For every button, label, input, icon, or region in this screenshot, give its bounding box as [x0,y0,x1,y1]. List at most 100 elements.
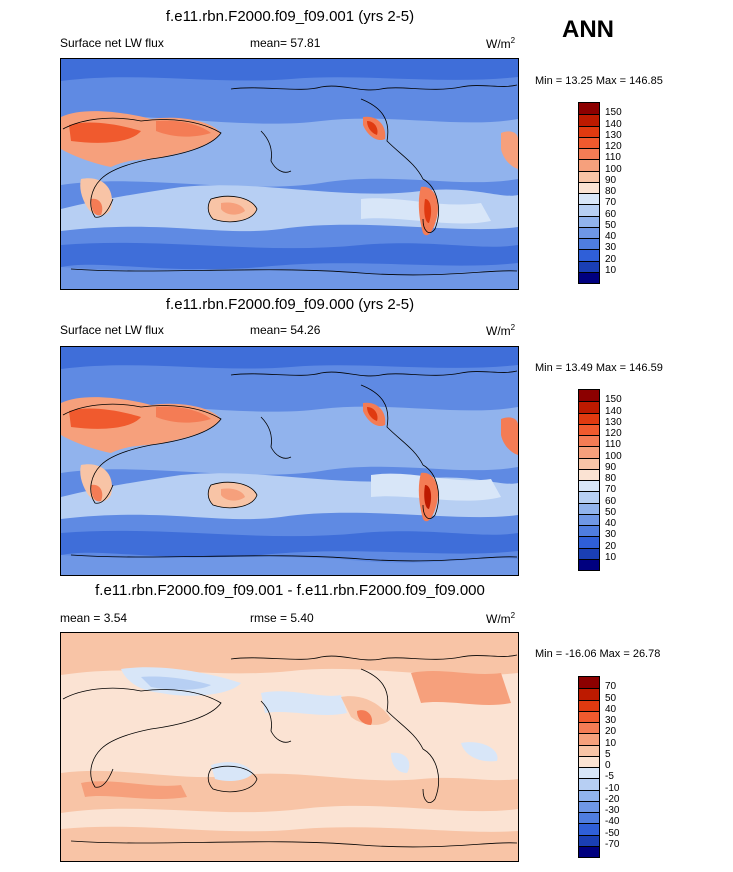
colorbar-tick-label: -10 [605,782,620,794]
colorbar-swatch [579,800,599,812]
colorbar-tick-label: 10 [605,551,617,563]
colorbar-tick-label: 40 [605,231,617,242]
colorbar-tick-label: 110 [605,152,621,164]
panel-2-colorbar-labels: 150 140 130 120 110 100 90 80 70 60 50 40 30 20 10 [605,389,645,569]
colorbar-swatch [579,722,599,734]
colorbar-tick-label: 60 [605,208,617,220]
colorbar-swatch [579,271,599,283]
colorbar-tick-label: 140 [605,405,622,417]
colorbar-swatch [579,170,599,182]
colorbar-swatch [579,457,599,469]
colorbar-tick-label: 90 [605,461,617,473]
colorbar-swatch [579,136,599,148]
panel-1-units: W/m2 [486,36,516,51]
colorbar-swatch [579,812,599,824]
colorbar-swatch [579,744,599,756]
colorbar-swatch [579,733,599,745]
colorbar-swatch [579,114,599,126]
colorbar-swatch [579,412,599,424]
colorbar-swatch [579,536,599,548]
colorbar-tick-label: 80 [605,473,617,484]
colorbar-tick-label: -20 [605,793,620,805]
colorbar-tick-label: 140 [605,118,622,130]
colorbar-swatch [579,677,599,689]
panel-3-mean-label: mean = 3.54 [60,611,128,625]
colorbar-swatch [579,159,599,171]
colorbar-tick-label: 70 [605,197,617,209]
panel-1-variable-label: Surface net LW flux [60,36,164,50]
colorbar-swatch [579,435,599,447]
panel-1-title: f.e11.rbn.F2000.f09_f09.001 (yrs 2-5) [165,8,415,25]
colorbar-swatch [579,103,599,115]
colorbar-tick-label: 5 [605,748,611,760]
colorbar-tick-label: 100 [605,450,622,462]
colorbar-tick-label: 70 [605,484,617,496]
colorbar-tick-label: 20 [605,726,617,738]
colorbar-swatch [579,513,599,525]
panel-2-units: W/m2 [486,323,516,338]
panel-3-units: W/m2 [486,611,516,626]
panel-3-map [60,632,519,862]
colorbar-swatch [579,260,599,272]
panel-2-minmax: Min = 13.49 Max = 146.59 [535,362,663,374]
colorbar-tick-label: 120 [605,428,622,439]
panel-1-mean-label: mean= 57.81 [250,36,321,50]
colorbar-swatch [579,204,599,216]
colorbar-tick-label: 10 [605,264,617,276]
panel-1-map-svg [61,59,518,289]
colorbar-swatch [579,699,599,711]
panel-3-rmse-label: rmse = 5.40 [250,611,314,625]
colorbar-tick-label: 30 [605,242,617,254]
colorbar-swatch [579,755,599,767]
colorbar-swatch [579,215,599,227]
panel-3-map-svg [61,633,518,861]
colorbar-tick-label: -40 [605,816,620,828]
panel-2-map-svg [61,347,518,575]
colorbar-tick-label: 40 [605,518,617,529]
panel-1-minmax: Min = 13.25 Max = 146.85 [535,75,663,87]
panel-2-variable-label: Surface net LW flux [60,323,164,337]
colorbar-tick-label: -5 [605,771,614,783]
colorbar-swatch [579,226,599,238]
colorbar-tick-label: 50 [605,692,617,704]
colorbar-swatch [579,767,599,779]
colorbar-swatch [579,710,599,722]
colorbar-swatch [579,778,599,790]
colorbar-tick-label: 120 [605,141,622,152]
colorbar-swatch [579,502,599,514]
colorbar-tick-label: 50 [605,506,617,518]
panel-2-colorbar [578,389,600,571]
colorbar-swatch [579,148,599,160]
colorbar-tick-label: 30 [605,715,617,726]
colorbar-tick-label: 130 [605,129,622,141]
colorbar-tick-label: 30 [605,529,617,541]
colorbar-tick-label: 150 [605,107,622,119]
colorbar-tick-label: 130 [605,416,622,428]
colorbar-swatch [579,238,599,250]
colorbar-swatch [579,390,599,402]
colorbar-swatch [579,480,599,492]
colorbar-tick-label: 0 [605,760,611,771]
colorbar-swatch [579,193,599,205]
colorbar-swatch [579,181,599,193]
colorbar-swatch [579,823,599,835]
colorbar-swatch [579,688,599,700]
colorbar-swatch [579,446,599,458]
colorbar-swatch [579,249,599,261]
colorbar-swatch [579,491,599,503]
panel-1-colorbar [578,102,600,284]
colorbar-tick-label: 150 [605,394,622,406]
colorbar-tick-label: 100 [605,163,622,175]
panel-3-colorbar [578,676,600,858]
colorbar-tick-label: -70 [605,838,620,850]
colorbar-tick-label: 40 [605,703,617,715]
colorbar-tick-label: 70 [605,681,617,693]
colorbar-swatch [579,845,599,857]
colorbar-tick-label: -30 [605,805,620,816]
panel-2-map [60,346,519,576]
colorbar-swatch [579,525,599,537]
colorbar-swatch [579,834,599,846]
colorbar-tick-label: 60 [605,495,617,507]
panel-1-colorbar-labels: 150 140 130 120 110 100 90 80 70 60 50 40 30 20 10 [605,102,645,282]
colorbar-swatch [579,468,599,480]
